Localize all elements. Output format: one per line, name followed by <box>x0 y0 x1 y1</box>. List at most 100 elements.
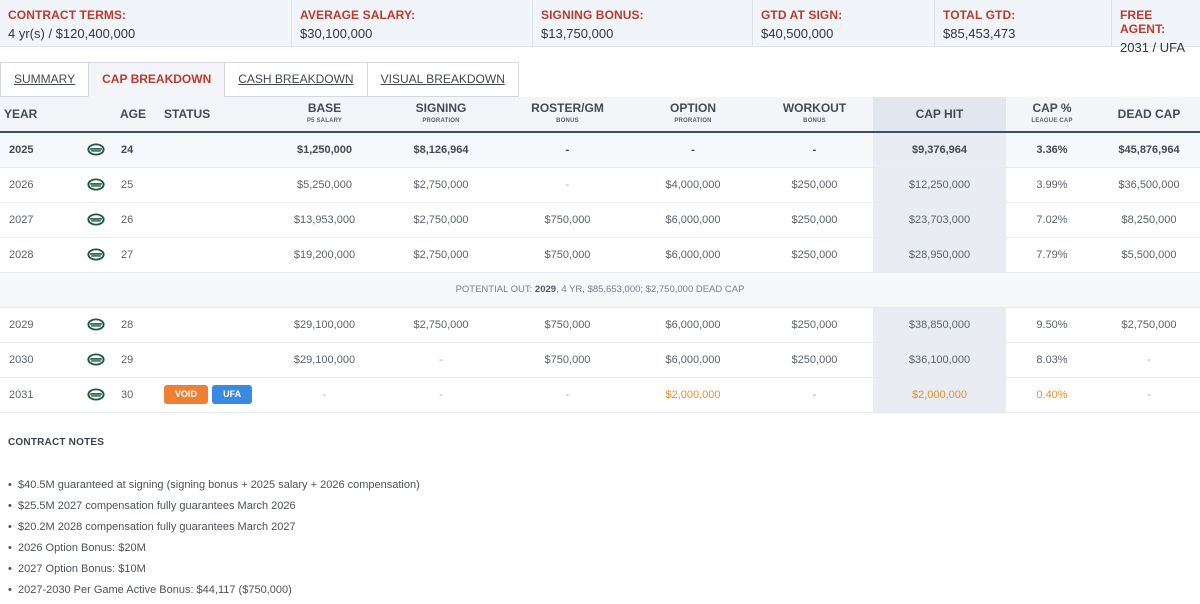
summary-value: 2031 / UFA <box>1120 40 1186 55</box>
cell-age: 30 <box>121 388 134 401</box>
header-year[interactable]: YEAR <box>4 107 38 121</box>
cell-roster: - <box>565 143 570 156</box>
cell-status <box>160 167 272 202</box>
header-cap-pct-sub: LEAGUE CAP <box>1031 117 1073 124</box>
cell-year: 2027 <box>9 213 34 226</box>
summary-value: $13,750,000 <box>541 26 614 41</box>
cell-cap-pct: 8.03% <box>1036 353 1068 366</box>
header-roster-label: ROSTER/GM <box>531 100 604 115</box>
cell-roster: $750,000 <box>544 318 591 331</box>
header-workout-sub: BONUS <box>803 117 826 124</box>
tab-visual-breakdown[interactable]: VISUAL BREAKDOWN <box>366 62 519 97</box>
summary-value: $85,453,473 <box>943 26 1016 41</box>
summary-value: 4 yr(s) / $120,400,000 <box>8 26 136 41</box>
jets-logo-icon <box>86 178 105 191</box>
cell-option: - <box>691 143 695 156</box>
jets-logo-icon <box>86 353 105 366</box>
header-signing-label: SIGNING <box>415 100 467 115</box>
cell-cap-pct: 3.99% <box>1036 178 1068 191</box>
cell-option: $6,000,000 <box>665 213 721 226</box>
cell-workout: - <box>812 388 817 401</box>
tab-cash-breakdown[interactable]: CASH BREAKDOWN <box>224 62 367 97</box>
summary-free-agent: FREE AGENT: 2031 / UFA <box>1112 0 1200 55</box>
tab-summary[interactable]: SUMMARY <box>0 62 89 97</box>
cell-base: - <box>322 388 327 401</box>
cell-year: 2029 <box>9 318 34 331</box>
cell-dead-cap: $8,250,000 <box>1121 213 1177 226</box>
header-base-sub: P5 SALARY <box>306 117 343 124</box>
header-base[interactable]: BASE P5 SALARY <box>272 97 377 132</box>
cell-age: 24 <box>121 143 134 156</box>
cell-year: 2025 <box>9 143 34 156</box>
cell-dead-cap: $45,876,964 <box>1118 143 1180 156</box>
header-signing[interactable]: SIGNING PRORATION <box>377 97 505 132</box>
table-row-2031: 2031 30 VOID UFA - - - $2,000,000 - $2,0… <box>0 377 1200 412</box>
header-status: STATUS <box>164 107 211 121</box>
cell-base: $1,250,000 <box>296 143 353 156</box>
summary-gtd-at-sign: GTD AT SIGN: $40,500,000 <box>753 0 935 46</box>
cell-signing: $8,126,964 <box>413 143 469 156</box>
cell-workout: - <box>812 143 817 156</box>
table-row-2030: 2030 29 $29,100,000 - $750,000 $6,000,00… <box>0 342 1200 377</box>
cell-roster: $750,000 <box>544 353 591 366</box>
table-header-row: YEAR AGE STATUS BASE P5 SALARY SIGNING PRO… <box>0 97 1200 132</box>
cell-team <box>75 167 116 202</box>
cap-breakdown-table-wrap: YEAR AGE STATUS BASE P5 SALARY SIGNING PRO… <box>0 97 1200 413</box>
cell-workout: $250,000 <box>791 248 838 261</box>
tab-cap-breakdown[interactable]: CAP BREAKDOWN <box>88 62 225 97</box>
header-option-label: OPTION <box>669 100 716 115</box>
jets-logo-icon <box>86 318 105 331</box>
header-cap-hit[interactable]: CAP HIT <box>873 97 1006 132</box>
table-row-2026: 2026 25 $5,250,000 $2,750,000 - $4,000,0… <box>0 167 1200 202</box>
table-row-2029: 2029 28 $29,100,000 $2,750,000 $750,000 … <box>0 307 1200 342</box>
jets-logo-icon <box>86 213 105 226</box>
cell-base: $29,100,000 <box>293 353 356 366</box>
ufa-badge: UFA <box>212 385 253 404</box>
contract-notes-title: CONTRACT NOTES <box>8 437 105 448</box>
cell-age: 29 <box>121 353 134 366</box>
header-age[interactable]: AGE <box>120 107 147 121</box>
cell-cap-hit: $2,000,000 <box>873 377 1006 412</box>
summary-contract-terms: CONTRACT TERMS: 4 yr(s) / $120,400,000 <box>0 0 292 46</box>
cell-roster: - <box>565 388 570 401</box>
header-cap-pct[interactable]: CAP % LEAGUE CAP <box>1006 97 1098 132</box>
cell-cap-pct: 7.02% <box>1036 213 1068 226</box>
header-workout[interactable]: WORKOUT BONUS <box>756 97 873 132</box>
summary-value: $40,500,000 <box>761 26 834 41</box>
cell-age: 27 <box>121 248 134 261</box>
cell-dead-cap: $5,500,000 <box>1121 248 1177 261</box>
cell-team <box>75 377 116 412</box>
list-item: $25.5M 2027 compensation fully guarantee… <box>8 499 1188 520</box>
cell-workout: $250,000 <box>791 353 838 366</box>
cell-cap-hit: $9,376,964 <box>873 132 1006 167</box>
header-dead-cap[interactable]: DEAD CAP <box>1117 107 1181 121</box>
header-roster[interactable]: ROSTER/GM BONUS <box>505 97 630 132</box>
cell-option: $4,000,000 <box>665 178 721 191</box>
header-option[interactable]: OPTION PRORATION <box>630 97 756 132</box>
cell-cap-hit: $36,100,000 <box>873 342 1006 377</box>
cell-year: 2026 <box>9 178 34 191</box>
cell-age: 25 <box>121 178 134 191</box>
cell-option: $6,000,000 <box>665 353 721 366</box>
summary-label: GTD AT SIGN: <box>761 8 843 22</box>
list-item: 2027-2030 Per Game Active Bonus: $44,117… <box>8 583 1188 604</box>
potential-out-detail: , 4 YR, $85,653,000; $2,750,000 DEAD CAP <box>556 284 745 295</box>
cell-roster: $750,000 <box>544 248 591 261</box>
cell-dead-cap: $36,500,000 <box>1118 178 1180 191</box>
cell-cap-hit: $28,950,000 <box>873 237 1006 272</box>
header-base-label: BASE <box>307 100 342 115</box>
summary-total-gtd: TOTAL GTD: $85,453,473 <box>935 0 1112 46</box>
summary-label: AVERAGE SALARY: <box>300 8 416 22</box>
cell-year: 2028 <box>9 248 34 261</box>
cell-signing: $2,750,000 <box>413 178 469 191</box>
cell-signing: $2,750,000 <box>413 248 469 261</box>
contract-notes-list: $40.5M guaranteed at signing (signing bo… <box>8 478 1188 604</box>
header-workout-label: WORKOUT <box>782 100 847 115</box>
cell-cap-hit: $12,250,000 <box>873 167 1006 202</box>
cell-workout: $250,000 <box>791 178 838 191</box>
cell-option: $6,000,000 <box>665 318 721 331</box>
list-item: $40.5M guaranteed at signing (signing bo… <box>8 478 1188 499</box>
summary-label: TOTAL GTD: <box>943 8 1016 22</box>
cell-option: $2,000,000 <box>665 388 721 401</box>
cell-team <box>75 202 116 237</box>
